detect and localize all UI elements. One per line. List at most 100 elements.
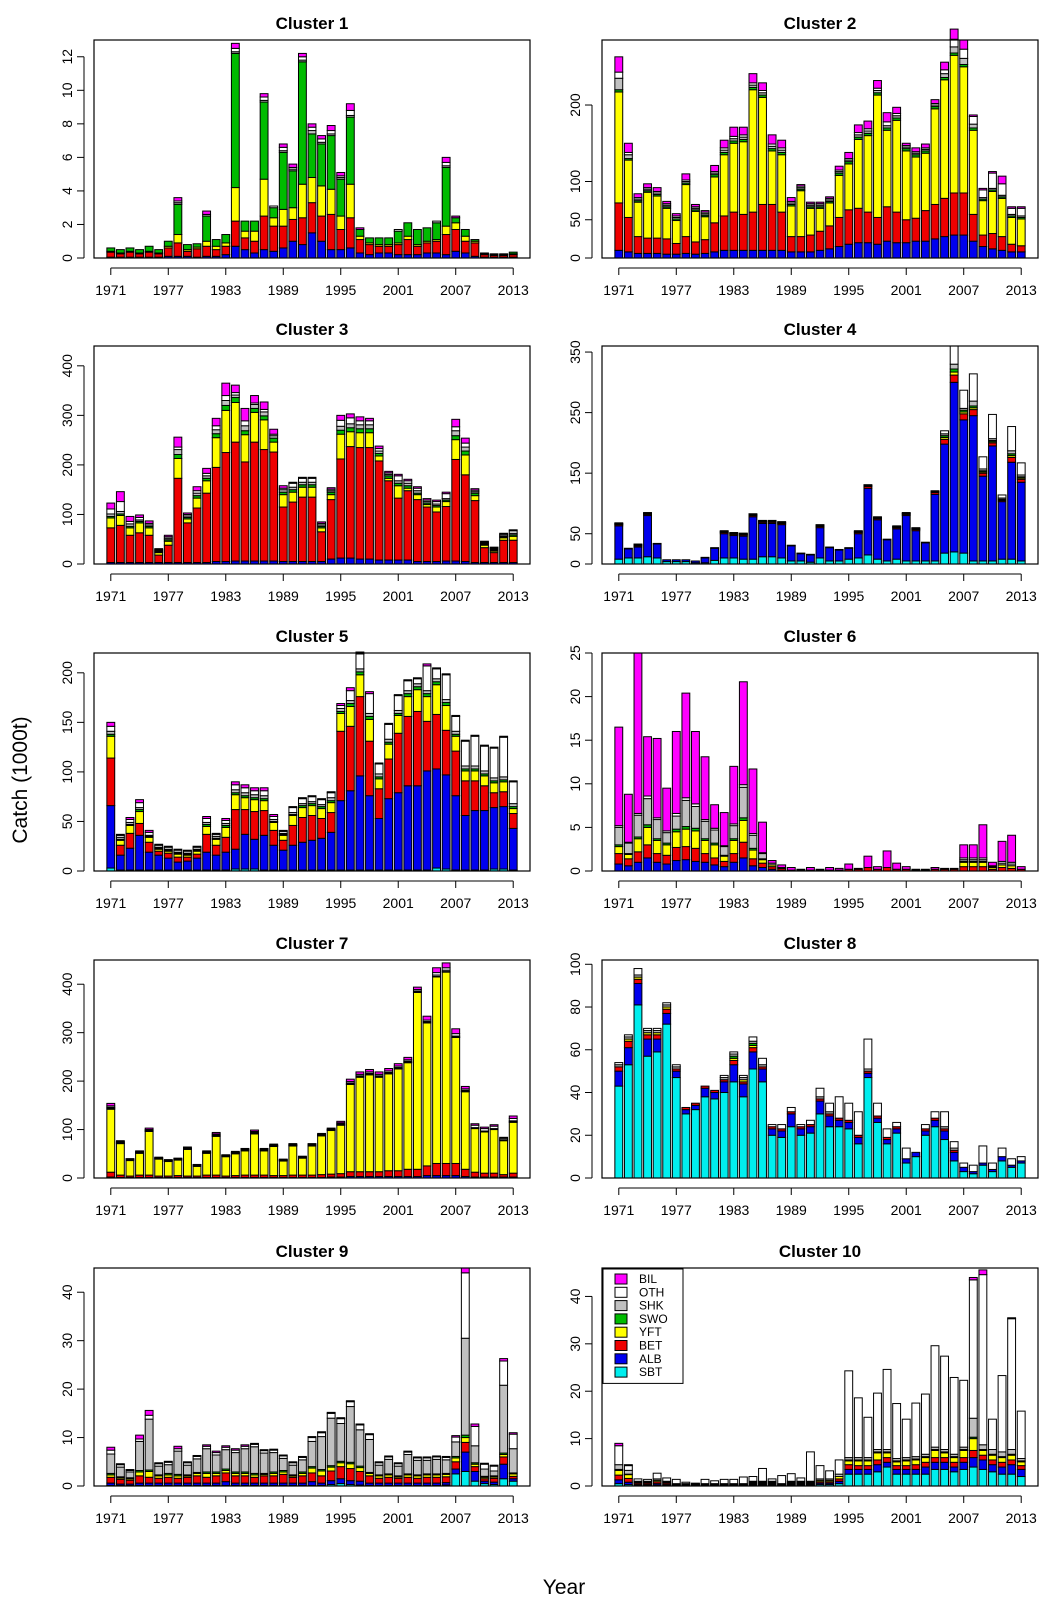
bar-segment-sbt-2009 — [978, 1164, 988, 1179]
y-tick-label: 100 — [567, 952, 583, 976]
bar-segment-oth-1981 — [710, 1480, 720, 1485]
bar-segment-shk-2011 — [489, 1470, 499, 1477]
bar-segment-bet-1989 — [278, 225, 288, 249]
bar-segment-yft-1982 — [719, 154, 729, 217]
legend-swatch-swo — [614, 1313, 628, 1325]
bar-segment-bet-1991 — [297, 1475, 307, 1484]
bar-segment-yft-2005 — [432, 976, 441, 1164]
bar-segment-alb-1998 — [873, 1464, 882, 1473]
x-tick-label: 2013 — [498, 1510, 529, 1526]
bar-segment-yft-2007 — [451, 1457, 461, 1463]
bar-segment-bil-1971 — [614, 726, 624, 827]
bar-segment-yft-1999 — [882, 1452, 892, 1459]
bar-segment-bet-2005 — [432, 713, 441, 770]
panel-title: Cluster 3 — [276, 320, 349, 339]
bar-segment-yft-1983 — [729, 839, 739, 855]
bar-segment-yft-1987 — [259, 178, 269, 217]
bar-segment-bil-1975 — [144, 1409, 154, 1416]
bar-segment-bet-1988 — [269, 451, 279, 562]
bar-segment-alb-1971 — [614, 863, 624, 872]
bar-segment-alb-2008 — [460, 1451, 470, 1472]
bar-segment-bil-1991 — [297, 476, 307, 479]
bar-segment-oth-2002 — [911, 1402, 921, 1458]
bar-segment-bil-2002 — [403, 1450, 413, 1453]
x-tick-label: 2013 — [498, 282, 529, 298]
x-tick-label: 1989 — [268, 1202, 299, 1218]
bar-segment-yft-2006 — [441, 501, 451, 508]
bar-segment-shk-1971 — [614, 1464, 624, 1470]
bar-segment-alb-1986 — [250, 252, 259, 259]
y-tick-label: 0 — [567, 254, 583, 262]
y-tick-label: 25 — [567, 645, 583, 661]
bar-segment-sbt-1995 — [844, 558, 854, 565]
bar-segment-bet-1994 — [326, 213, 336, 251]
bar-segment-yft-2008 — [968, 1438, 978, 1451]
bar-segment-bet-2004 — [422, 1476, 432, 1484]
bar-segment-bil-2010 — [480, 1462, 489, 1465]
bar-segment-bet-1972 — [623, 858, 633, 867]
bar-segment-yft-1997 — [355, 235, 365, 241]
bar-segment-alb-1997 — [355, 252, 365, 259]
bar-segment-bet-2005 — [940, 438, 949, 445]
bar-segment-yft-1978 — [173, 1159, 183, 1177]
bar-segment-bet-1973 — [125, 251, 135, 258]
bar-segment-oth-1984 — [738, 1074, 748, 1079]
bar-segment-shk-1985 — [748, 513, 758, 515]
bar-segment-bet-1990 — [288, 501, 298, 563]
bar-segment-alb-1995 — [844, 547, 854, 560]
bar-segment-yft-1991 — [297, 807, 307, 818]
bar-segment-alb-2003 — [920, 240, 930, 259]
bar-segment-sbt-2007 — [959, 1171, 969, 1179]
bar-segment-bil-2006 — [441, 491, 451, 495]
bar-segment-bet-1989 — [786, 544, 796, 547]
bar-segment-bet-2006 — [949, 374, 959, 383]
bar-segment-swo-1988 — [269, 437, 279, 443]
bar-segment-bet-1993 — [317, 215, 327, 242]
bar-segment-sbt-1972 — [623, 1064, 633, 1179]
bar-segment-bet-2002 — [403, 1168, 413, 1178]
bar-segment-alb-1987 — [767, 1128, 777, 1136]
bar-segment-bet-1999 — [882, 1457, 892, 1463]
bar-segment-bil-2011 — [997, 840, 1007, 862]
bar-segment-oth-1993 — [825, 1470, 835, 1480]
bar-segment-bet-1984 — [738, 213, 748, 251]
bar-segment-bet-1999 — [374, 245, 384, 254]
bar-segment-alb-1971 — [614, 525, 624, 560]
bar-segment-sbt-2002 — [911, 1156, 921, 1179]
bar-segment-swo-1989 — [278, 151, 288, 210]
bar-segment-sbt-1998 — [873, 1121, 882, 1179]
x-tick-label: 1971 — [603, 282, 634, 298]
bar-segment-yft-1981 — [202, 480, 212, 494]
bar-segment-yft-2006 — [949, 1457, 959, 1463]
bar-segment-bet-1992 — [307, 496, 317, 563]
bar-segment-alb-1982 — [719, 249, 729, 259]
bar-segment-bil-1990 — [288, 1143, 298, 1146]
bar-segment-bil-2000 — [384, 470, 394, 474]
x-tick-label: 2007 — [440, 1510, 471, 1526]
bar-segment-yft-2003 — [412, 991, 422, 1170]
bar-segment-bil-2010 — [480, 1126, 489, 1130]
bar-segment-oth-1992 — [307, 126, 317, 132]
bar-segment-bil-1982 — [211, 832, 221, 835]
bar-segment-yft-1993 — [317, 1135, 327, 1176]
bar-segment-bil-1971 — [106, 502, 116, 510]
bar-segment-yft-1996 — [345, 183, 355, 219]
bar-segment-bil-1986 — [758, 821, 767, 854]
y-tick-label: 0 — [59, 1174, 75, 1182]
bar-segment-alb-1997 — [863, 1072, 873, 1079]
bar-segment-alb-2004 — [930, 1461, 940, 1470]
bar-segment-bet-1992 — [307, 202, 317, 234]
bar-segment-shk-2002 — [911, 527, 921, 529]
bar-segment-alb-1995 — [336, 800, 346, 871]
bar-segment-yft-1986 — [758, 859, 767, 864]
bar-segment-oth-1977 — [671, 1064, 681, 1068]
bar-segment-bet-1994 — [834, 216, 844, 248]
plot-frame — [601, 345, 1039, 565]
bar-segment-bet-1999 — [374, 1171, 384, 1178]
bar-segment-shk-1979 — [183, 1464, 192, 1476]
bar-segment-alb-1971 — [614, 1479, 624, 1485]
bar-segment-bet-2009 — [978, 1454, 988, 1461]
bar-segment-yft-1992 — [307, 177, 317, 204]
bar-segment-bil-2008 — [460, 1085, 470, 1090]
